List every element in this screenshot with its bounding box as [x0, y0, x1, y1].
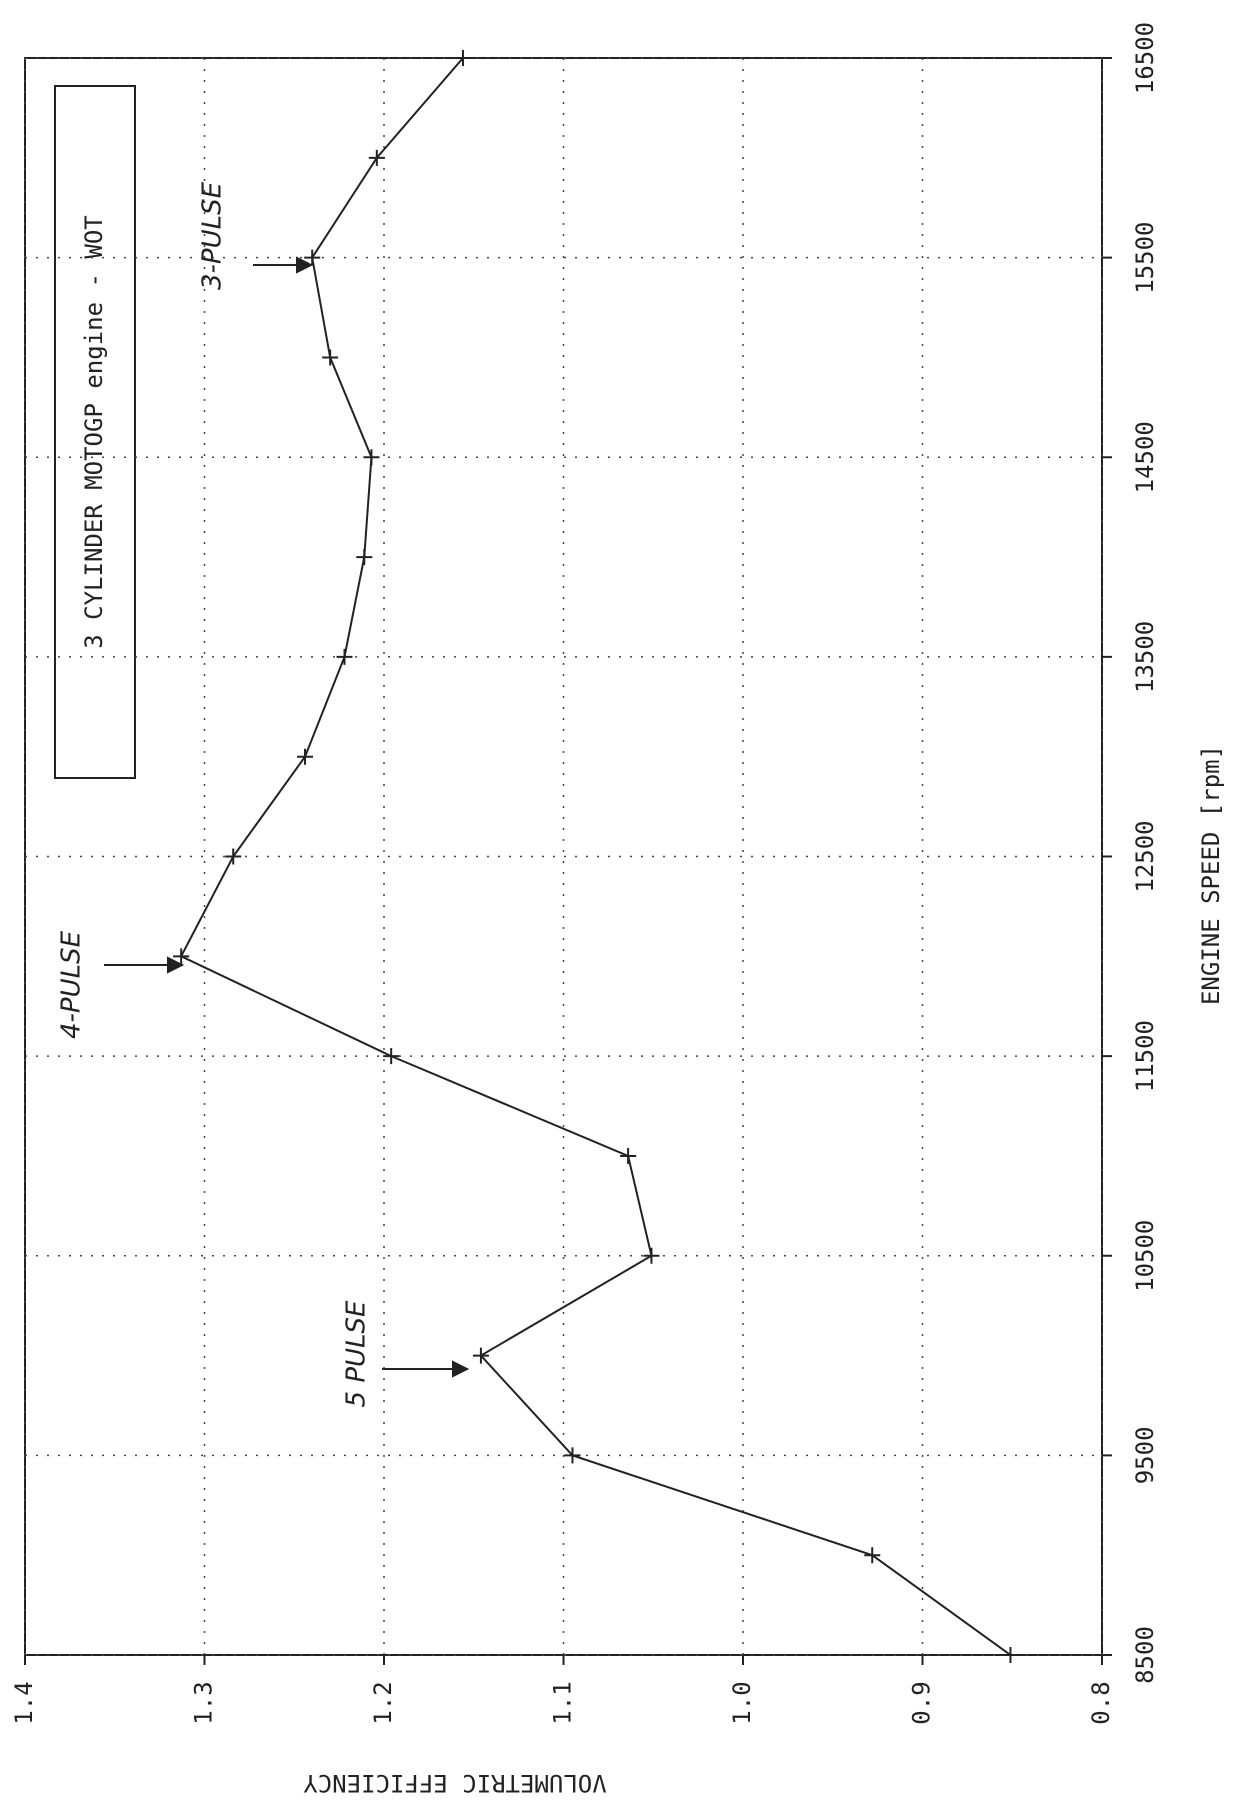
y-tick-label: 1.0	[728, 1681, 756, 1724]
x-tick-label: 10500	[1131, 1220, 1159, 1292]
y-tick-label: 0.9	[908, 1681, 936, 1724]
point-marker	[336, 648, 353, 665]
x-tick-label: 14500	[1131, 421, 1159, 493]
y-tick-label: 1.2	[369, 1681, 397, 1724]
x-tick-label: 16500	[1131, 22, 1159, 94]
point-marker	[173, 948, 190, 965]
point-marker	[225, 848, 242, 865]
y-axis-label: VOLUMETRIC EFFICIENCY	[303, 1769, 607, 1797]
point-marker	[643, 1247, 660, 1264]
arrow-head	[296, 256, 314, 274]
point-marker	[454, 50, 471, 66]
point-marker	[1002, 1647, 1019, 1663]
point-marker	[620, 1147, 637, 1164]
x-tick-label: 13500	[1131, 621, 1159, 693]
plot-frame	[24, 57, 1103, 1656]
point-marker	[356, 549, 373, 566]
point-marker	[363, 449, 380, 466]
point-marker	[368, 149, 385, 166]
annotation: 3-PULSE	[198, 181, 228, 290]
point-marker	[472, 1347, 489, 1364]
point-marker	[304, 249, 321, 266]
title-box	[54, 85, 136, 779]
x-tick-label: 12500	[1131, 820, 1159, 892]
y-tick-label: 1.3	[190, 1681, 218, 1724]
point-marker	[297, 748, 314, 765]
arrow-head	[452, 1360, 470, 1378]
data-line	[179, 57, 1012, 1656]
y-tick-label: 0.8	[1087, 1681, 1115, 1724]
x-tick-label: 9500	[1131, 1426, 1159, 1484]
annotation: 5 PULSE	[342, 1300, 372, 1408]
y-tick-label: 1.4	[10, 1681, 38, 1724]
annotation-arrows	[104, 256, 470, 1378]
chart-title: 3 CYLINDER MOTOGP engine - WOT	[80, 215, 108, 648]
point-marker	[383, 1048, 400, 1065]
x-tick-label: 15500	[1131, 222, 1159, 294]
point-marker	[322, 349, 339, 366]
x-tick-label: 8500	[1131, 1626, 1159, 1684]
point-marker	[564, 1447, 581, 1464]
point-marker	[864, 1547, 881, 1564]
x-tick-label: 11500	[1131, 1020, 1159, 1092]
annotation: 4-PULSE	[57, 930, 87, 1039]
x-axis-label: ENGINE SPEED [rpm]	[1197, 745, 1225, 1005]
arrow-head	[167, 956, 185, 974]
y-tick-label: 1.1	[549, 1681, 577, 1724]
